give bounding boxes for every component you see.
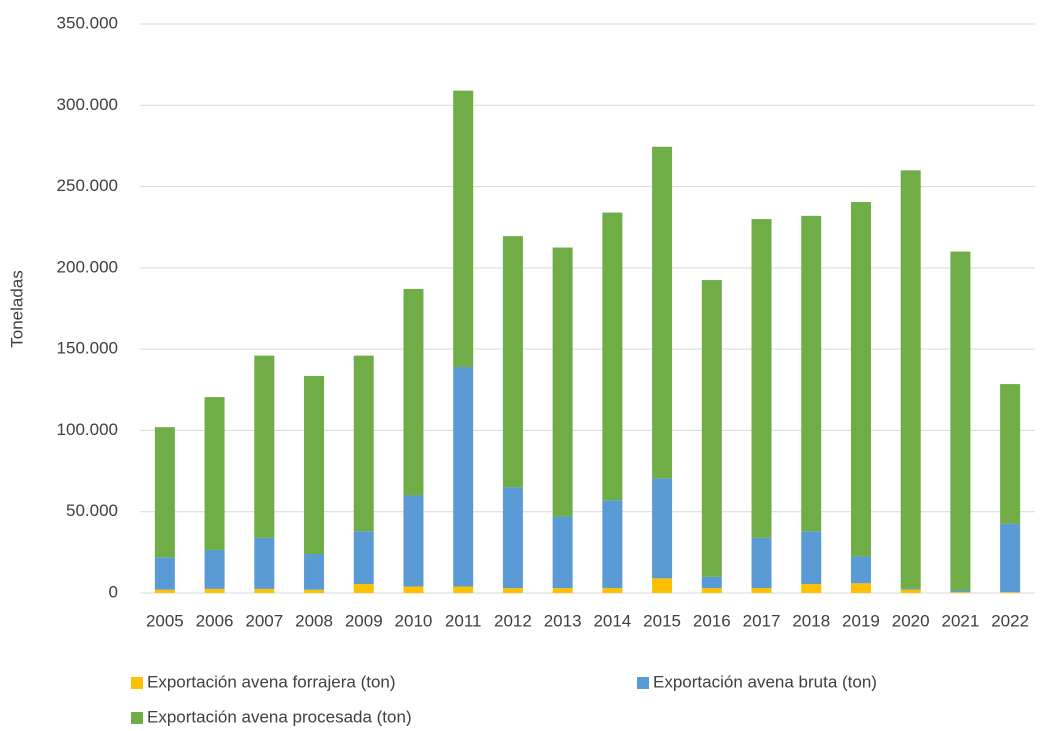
- x-tick-label: 2006: [196, 611, 234, 630]
- x-tick-label: 2017: [743, 611, 781, 630]
- bar-segment: [850, 556, 871, 584]
- x-tick-label: 2010: [395, 611, 433, 630]
- y-tick-label: 150.000: [57, 339, 118, 358]
- bar-segment: [801, 215, 822, 532]
- y-tick-label: 100.000: [57, 420, 118, 439]
- bar-segment: [602, 588, 623, 593]
- bar-segment: [453, 90, 474, 368]
- x-tick-label: 2005: [146, 611, 184, 630]
- bar-segment: [204, 397, 225, 550]
- bar-segment: [652, 146, 673, 479]
- y-tick-label: 0: [109, 582, 118, 601]
- x-tick-label: 2008: [295, 611, 333, 630]
- bar-segment: [353, 584, 374, 593]
- x-tick-label: 2011: [445, 611, 482, 630]
- bar-segment: [1000, 592, 1021, 593]
- bar-segment: [1000, 523, 1021, 593]
- bar-segment: [751, 588, 772, 593]
- bar-segment: [304, 553, 325, 590]
- x-tick-label: 2009: [345, 611, 383, 630]
- bar-segment: [552, 516, 573, 589]
- bar-segment: [154, 427, 175, 558]
- bar-segment: [403, 288, 424, 496]
- bar-segment: [254, 537, 275, 589]
- x-tick-label: 2018: [792, 611, 830, 630]
- bar-segment: [950, 590, 971, 593]
- x-tick-label: 2021: [942, 611, 980, 630]
- legend-label: Exportación avena bruta (ton): [653, 672, 877, 691]
- legend-label: Exportación avena procesada (ton): [147, 707, 412, 726]
- bar-segment: [502, 236, 523, 488]
- x-tick-label: 2014: [593, 611, 631, 630]
- bar-segment: [502, 487, 523, 589]
- y-tick-label: 200.000: [57, 257, 118, 276]
- bar-segment: [353, 531, 374, 585]
- bar-segment: [701, 588, 722, 593]
- bar-segment: [850, 202, 871, 557]
- bar-segment: [552, 247, 573, 517]
- bar-segment: [304, 375, 325, 554]
- bar-segment: [751, 219, 772, 538]
- y-tick-label: 250.000: [57, 176, 118, 195]
- bar-segment: [652, 478, 673, 579]
- bar-segment: [403, 586, 424, 593]
- bar-segment: [204, 588, 225, 593]
- bar-segment: [552, 588, 573, 593]
- bar-segment: [353, 355, 374, 532]
- x-tick-label: 2019: [842, 611, 880, 630]
- bar-segment: [950, 592, 971, 593]
- bar-segment: [254, 355, 275, 538]
- bar-segment: [602, 500, 623, 589]
- x-tick-label: 2015: [643, 611, 681, 630]
- bar-segment: [900, 589, 921, 593]
- bar-segment: [950, 251, 971, 591]
- x-tick-label: 2020: [892, 611, 930, 630]
- bar-segment: [204, 549, 225, 589]
- bar-segment: [502, 588, 523, 593]
- legend-swatch: [131, 712, 143, 724]
- bar-segment: [154, 557, 175, 590]
- bar-segment: [801, 531, 822, 585]
- x-tick-label: 2007: [245, 611, 283, 630]
- x-tick-label: 2013: [544, 611, 582, 630]
- legend-swatch: [131, 677, 143, 689]
- bar-segment: [453, 367, 474, 587]
- bar-segment: [900, 170, 921, 589]
- bar-segment: [254, 588, 275, 593]
- bar-segment: [900, 588, 921, 590]
- y-axis-label: Toneladas: [7, 270, 26, 348]
- bar-segment: [801, 584, 822, 593]
- bar-segment: [701, 576, 722, 589]
- legend-swatch: [637, 677, 649, 689]
- bar-segment: [751, 537, 772, 589]
- bar-segment: [403, 495, 424, 587]
- bar-segment: [602, 212, 623, 501]
- y-tick-label: 350.000: [57, 13, 118, 32]
- bar-segment: [850, 583, 871, 593]
- bar-segment: [652, 578, 673, 593]
- bar-segment: [1000, 384, 1021, 524]
- y-tick-label: 50.000: [66, 501, 118, 520]
- x-tick-label: 2016: [693, 611, 731, 630]
- bar-segment: [154, 589, 175, 593]
- bar-segment: [304, 589, 325, 593]
- bar-segment: [701, 280, 722, 577]
- x-tick-label: 2022: [991, 611, 1029, 630]
- legend-label: Exportación avena forrajera (ton): [147, 672, 396, 691]
- y-tick-label: 300.000: [57, 95, 118, 114]
- bar-segment: [453, 586, 474, 593]
- x-tick-label: 2012: [494, 611, 532, 630]
